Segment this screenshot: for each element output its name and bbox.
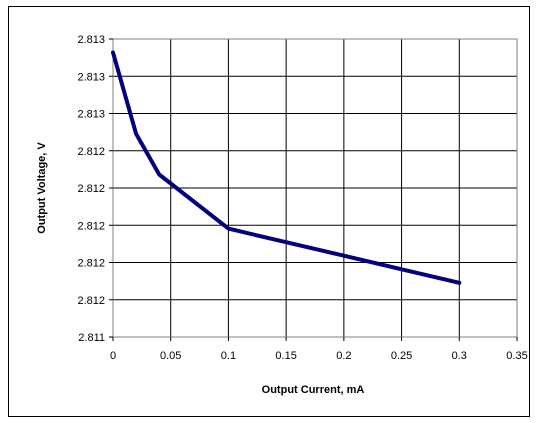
y-tick-label: 2.813 <box>77 71 105 83</box>
y-tick-label: 2.812 <box>77 295 105 307</box>
series-lines <box>111 50 462 285</box>
y-tick-label: 2.812 <box>77 183 105 195</box>
x-tick-label: 0.05 <box>160 350 181 362</box>
x-tick-label: 0.2 <box>336 350 351 362</box>
x-tick-label: 0.1 <box>221 350 236 362</box>
x-axis-title: Output Current, mA <box>262 384 365 396</box>
x-tick-label: 0.35 <box>506 350 527 362</box>
x-tick-label: 0.25 <box>391 350 412 362</box>
y-axis-title: Output Voltage, V <box>36 142 48 234</box>
y-tick-label: 2.813 <box>77 34 105 46</box>
y-tick-label: 2.812 <box>77 258 105 270</box>
x-tick-label: 0.15 <box>275 350 296 362</box>
y-axis-ticks: 2.811 2.812 2.812 2.812 2.812 2.812 2.813 2.813… <box>77 34 113 344</box>
x-tick-label: 0.3 <box>452 350 467 362</box>
y-tick-label: 2.811 <box>78 332 105 344</box>
y-tick-label: 2.812 <box>77 146 105 158</box>
chart-frame <box>8 6 530 417</box>
x-tick-label: 0 <box>110 350 116 362</box>
x-axis-ticks: 0 0.05 0.1 0.15 0.2 0.25 0.3 0.35 <box>110 337 528 362</box>
y-tick-label: 2.812 <box>77 220 105 232</box>
y-tick-label: 2.813 <box>77 109 105 121</box>
series-line <box>111 50 462 285</box>
